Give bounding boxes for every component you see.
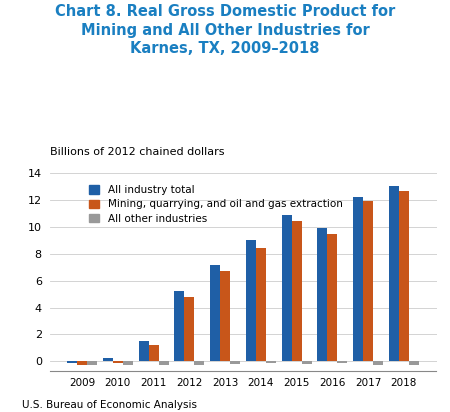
Bar bbox=[184, 297, 194, 361]
Bar bbox=[256, 248, 266, 361]
Bar bbox=[363, 201, 373, 361]
Bar bbox=[87, 361, 97, 365]
Bar bbox=[210, 265, 220, 361]
Legend: All industry total, Mining, quarrying, and oil and gas extraction, All other ind: All industry total, Mining, quarrying, a… bbox=[86, 182, 346, 227]
Bar bbox=[399, 191, 409, 361]
Bar bbox=[67, 361, 77, 363]
Bar bbox=[123, 361, 133, 365]
Text: Billions of 2012 chained dollars: Billions of 2012 chained dollars bbox=[50, 147, 224, 157]
Bar bbox=[113, 361, 123, 363]
Bar bbox=[328, 234, 338, 361]
Bar bbox=[148, 345, 158, 361]
Text: Chart 8. Real Gross Domestic Product for
Mining and All Other Industries for
Kar: Chart 8. Real Gross Domestic Product for… bbox=[55, 4, 395, 56]
Bar bbox=[409, 361, 419, 365]
Bar bbox=[292, 221, 302, 361]
Bar bbox=[230, 361, 240, 364]
Text: U.S. Bureau of Economic Analysis: U.S. Bureau of Economic Analysis bbox=[22, 400, 198, 410]
Bar bbox=[194, 361, 204, 365]
Bar bbox=[353, 197, 363, 361]
Bar bbox=[266, 361, 276, 363]
Bar bbox=[158, 361, 169, 365]
Bar bbox=[302, 361, 312, 364]
Bar bbox=[389, 186, 399, 361]
Bar bbox=[77, 361, 87, 365]
Bar bbox=[139, 341, 148, 361]
Bar bbox=[220, 271, 230, 361]
Bar bbox=[338, 361, 347, 363]
Bar bbox=[373, 361, 383, 365]
Bar bbox=[174, 291, 184, 361]
Bar bbox=[246, 240, 256, 361]
Bar bbox=[103, 358, 113, 361]
Bar bbox=[317, 227, 328, 361]
Bar bbox=[282, 215, 292, 361]
